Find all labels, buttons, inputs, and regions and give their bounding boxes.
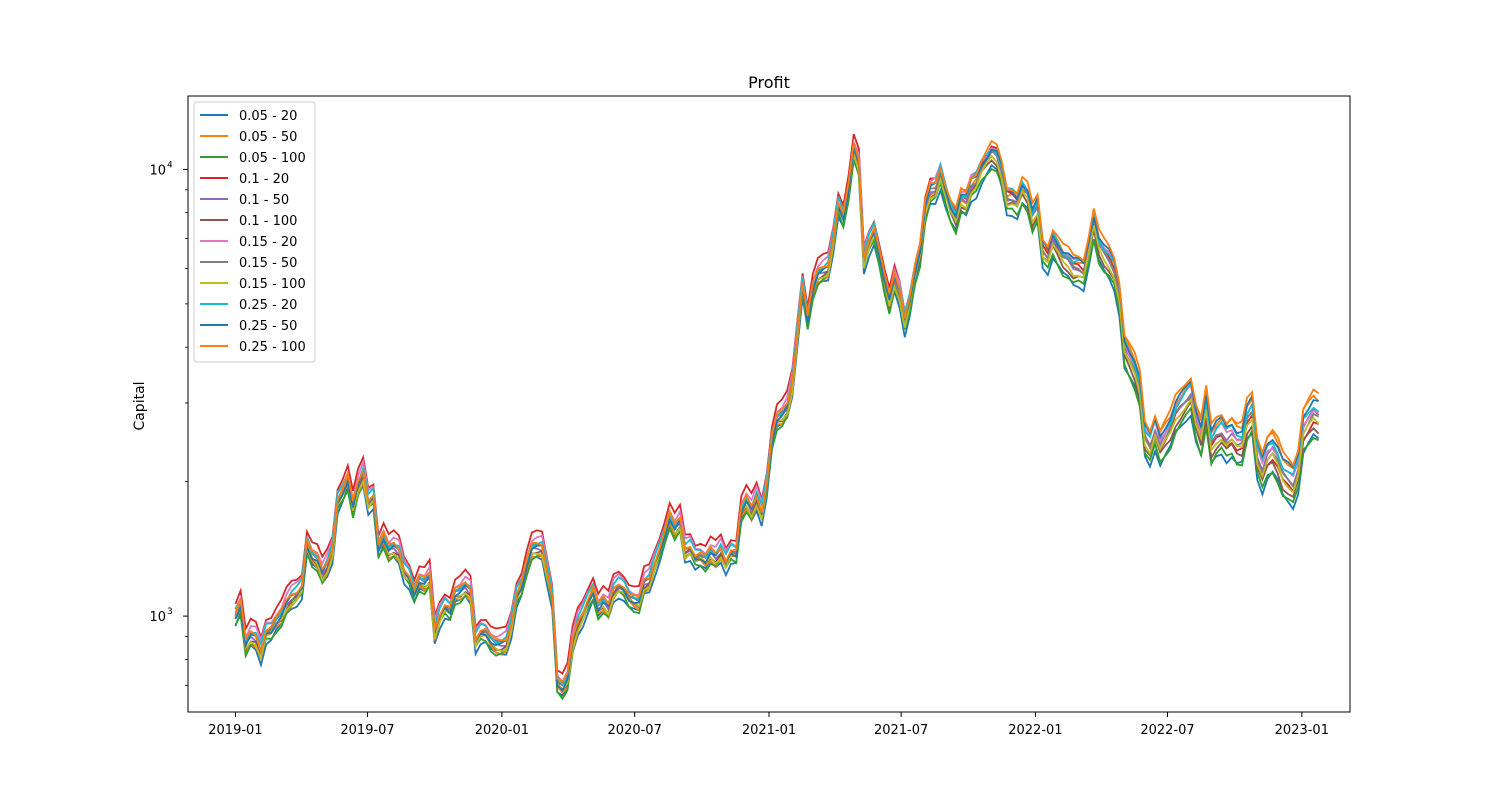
legend-label: 0.15 - 50 <box>239 256 297 271</box>
legend-item: 0.15 - 100 <box>200 277 306 292</box>
legend-label: 0.15 - 100 <box>239 277 306 292</box>
x-tick-label: 2021-01 <box>742 723 796 738</box>
legend-box <box>193 101 316 363</box>
x-tick-label: 2019-07 <box>340 723 394 738</box>
chart-title: Profit <box>748 73 790 92</box>
series-lines <box>234 133 1320 701</box>
legend-label: 0.15 - 20 <box>239 235 297 250</box>
legend-item: 0.15 - 20 <box>200 235 297 250</box>
x-tick-label: 2020-01 <box>475 723 529 738</box>
x-axis-ticks: 2019-01 2019-07 2020-01 2020-07 2021-01 2021-… <box>208 712 1329 738</box>
legend-label: 0.25 - 20 <box>239 298 297 313</box>
legend-item: 0.1 - 100 <box>200 214 297 229</box>
y-tick-label: 10 <box>149 163 166 178</box>
legend-label: 0.05 - 50 <box>239 130 297 145</box>
y-tick-exponent: 3 <box>167 607 173 617</box>
x-tick-label: 2021-07 <box>874 723 928 738</box>
x-tick-label: 2020-07 <box>608 723 662 738</box>
legend-label: 0.05 - 20 <box>239 109 297 124</box>
legend-label: 0.25 - 100 <box>239 340 306 355</box>
x-tick-label: 2023-01 <box>1275 723 1329 738</box>
legend-item: 0.05 - 50 <box>200 130 297 145</box>
legend-item: 0.05 - 100 <box>200 151 306 166</box>
legend-item: 0.05 - 20 <box>200 109 297 124</box>
y-tick-label: 10 <box>149 610 166 625</box>
x-tick-label: 2022-01 <box>1008 723 1062 738</box>
series-line-2 <box>234 157 1319 701</box>
legend: 0.05 - 20 0.05 - 50 0.05 - 100 0.1 - 20 0.1 … <box>193 101 316 363</box>
legend-label: 0.25 - 50 <box>239 319 297 334</box>
y-axis-title: Capital <box>132 381 148 430</box>
legend-item: 0.1 - 20 <box>200 172 289 187</box>
series-line-11 <box>234 139 1320 684</box>
legend-item: 0.25 - 50 <box>200 319 297 334</box>
x-tick-label: 2022-07 <box>1140 723 1194 738</box>
legend-item: 0.1 - 50 <box>200 193 289 208</box>
legend-label: 0.1 - 50 <box>239 193 289 208</box>
series-line-10 <box>234 145 1319 692</box>
legend-item: 0.15 - 50 <box>200 256 297 271</box>
legend-item: 0.25 - 20 <box>200 298 297 313</box>
legend-item: 0.25 - 100 <box>200 340 306 355</box>
legend-label: 0.1 - 20 <box>239 172 289 187</box>
legend-label: 0.05 - 100 <box>239 151 306 166</box>
legend-label: 0.1 - 100 <box>239 214 297 229</box>
y-tick-exponent: 4 <box>167 160 173 170</box>
x-tick-label: 2019-01 <box>208 723 262 738</box>
